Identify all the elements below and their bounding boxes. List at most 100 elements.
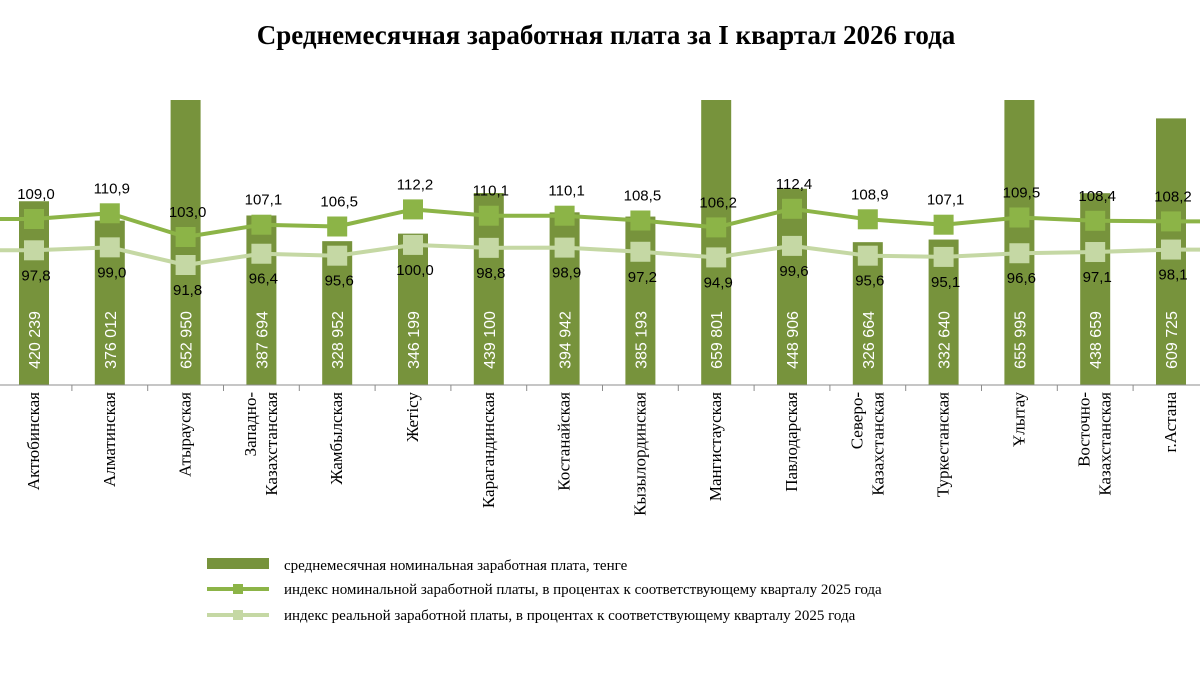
- category-label: Восточно- Казахстанская: [1075, 392, 1115, 496]
- nominal-index-marker: [706, 217, 727, 238]
- bar: [852, 242, 883, 385]
- nominal-index-label: 110,1: [473, 183, 509, 200]
- category-label: Северо- Казахстанская: [847, 392, 887, 496]
- bar-value-label: 328 952: [330, 311, 347, 369]
- nominal-index-label: 106,2: [699, 194, 737, 211]
- nominal-index-line: [0, 206, 1200, 239]
- category-label-line: Северо-: [847, 392, 866, 450]
- legend-label-nominal: индекс номинальной заработной платы, в п…: [284, 582, 882, 598]
- nominal-index-marker: [24, 209, 44, 229]
- category-label: Туркестанская: [934, 392, 953, 497]
- real-index-marker: [782, 235, 802, 256]
- nominal-index-marker: [99, 203, 120, 224]
- bar-value-label: 346 199: [406, 311, 423, 369]
- real-index-marker: [857, 245, 878, 266]
- category-label-line: Жамбылская: [327, 392, 346, 485]
- legend-label-bar: среднемесячная номинальная заработная пл…: [284, 558, 628, 574]
- bar: [398, 233, 428, 385]
- real-index-label: 99,0: [97, 264, 126, 281]
- legend-label-real: индекс реальной заработной платы, в проц…: [284, 608, 856, 624]
- category-label: Жетісу: [403, 392, 422, 442]
- nominal-index-labels: 109,0 110,9 103,0 107,1 106,5 112,2 110,1 110,1…: [17, 176, 1192, 221]
- real-index-label: 96,6: [1007, 270, 1036, 287]
- real-index-label: 94,9: [704, 274, 733, 291]
- real-index-marker: [554, 237, 575, 258]
- category-label-line: Павлодарская: [782, 392, 801, 492]
- category-label-line: Восточно-: [1075, 392, 1094, 467]
- real-index-marker: [1085, 242, 1106, 263]
- category-label: Алматинская: [100, 392, 119, 487]
- real-index-labels: 97,8 99,0 91,8 96,4 95,6 100,0 98,8 98,9 97,2 94,…: [21, 262, 1187, 299]
- real-index-label: 98,8: [476, 265, 505, 282]
- category-label-line: Жетісу: [403, 392, 422, 442]
- real-index-label: 95,6: [855, 273, 884, 290]
- bar-value-label: 652 950: [179, 311, 196, 369]
- nominal-index-label: 112,4: [776, 176, 812, 193]
- nominal-index-marker: [403, 199, 423, 220]
- category-label-line: Мангистауская: [706, 392, 725, 501]
- bar-value-label: 609 725: [1164, 311, 1181, 369]
- bar: [701, 100, 732, 385]
- category-label: Карагандинская: [479, 392, 498, 508]
- nominal-index-marker: [1085, 210, 1106, 231]
- x-axis-ticks: [71, 385, 1134, 391]
- nominal-index-label: 108,4: [1078, 188, 1116, 205]
- nominal-index-marker: [478, 205, 499, 226]
- category-label-line: Атырауская: [176, 392, 195, 477]
- category-label-line: Алматинская: [100, 392, 119, 487]
- bar-value-labels: 420 239 376 012 652 950 387 694 328 952 346 1…: [27, 311, 1181, 369]
- nominal-index-label: 110,9: [94, 180, 130, 197]
- legend: среднемесячная номинальная заработная пл…: [207, 558, 882, 624]
- category-label-line: Кызылординская: [630, 392, 649, 516]
- legend-swatch-real-marker: [233, 610, 243, 620]
- nominal-index-marker: [782, 198, 802, 219]
- legend-swatch-bar: [207, 558, 269, 569]
- real-index-label: 99,6: [779, 263, 808, 280]
- category-label: Жамбылская: [327, 392, 346, 485]
- real-index-marker: [1161, 239, 1181, 260]
- nominal-index-label: 109,5: [1003, 185, 1041, 202]
- nominal-index-label: 112,2: [397, 176, 433, 193]
- bar-value-label: 420 239: [27, 311, 44, 369]
- nominal-index-label: 107,1: [245, 192, 283, 209]
- bar-value-label: 376 012: [103, 311, 120, 369]
- nominal-index-label: 106,5: [320, 194, 358, 211]
- bar-value-label: 655 995: [1012, 311, 1029, 369]
- category-label-line: Карагандинская: [479, 392, 498, 508]
- real-index-label: 97,8: [21, 267, 50, 284]
- category-label: Западно- Казахстанская: [241, 392, 281, 496]
- real-index-label: 100,0: [396, 262, 434, 279]
- category-label-line: Западно-: [241, 392, 260, 457]
- nominal-index-label: 108,5: [624, 188, 662, 205]
- bar-value-label: 439 100: [482, 311, 499, 369]
- nominal-index-marker: [1161, 211, 1181, 232]
- category-label-line: Казахстанская: [868, 392, 887, 496]
- nominal-index-marker: [554, 205, 575, 226]
- bar-value-label: 332 640: [937, 311, 954, 369]
- nominal-index-series: [0, 198, 1200, 247]
- real-index-marker: [251, 243, 272, 264]
- real-index-label: 97,2: [628, 269, 657, 286]
- nominal-index-label: 103,0: [169, 204, 207, 221]
- real-index-label: 98,1: [1158, 267, 1187, 284]
- real-index-label: 91,8: [173, 282, 202, 299]
- nominal-index-label: 108,2: [1154, 188, 1192, 205]
- nominal-index-label: 107,1: [927, 192, 965, 209]
- nominal-index-label: 110,1: [548, 183, 584, 200]
- category-label: Актюбинская: [24, 392, 43, 490]
- category-label: Павлодарская: [782, 392, 801, 492]
- category-label: г.Астана: [1161, 392, 1180, 453]
- category-label: Кызылординская: [630, 392, 649, 516]
- bar-value-label: 659 801: [709, 311, 726, 369]
- nominal-index-marker: [857, 209, 878, 230]
- nominal-index-marker: [175, 227, 196, 247]
- real-index-label: 98,9: [552, 265, 581, 282]
- real-index-marker: [327, 245, 348, 266]
- category-label: Костанайская: [555, 392, 574, 491]
- nominal-index-marker: [327, 216, 348, 237]
- real-index-label: 95,6: [325, 273, 354, 290]
- real-index-series: [0, 234, 1200, 275]
- bar-value-label: 385 193: [633, 311, 650, 369]
- real-index-marker: [478, 237, 499, 258]
